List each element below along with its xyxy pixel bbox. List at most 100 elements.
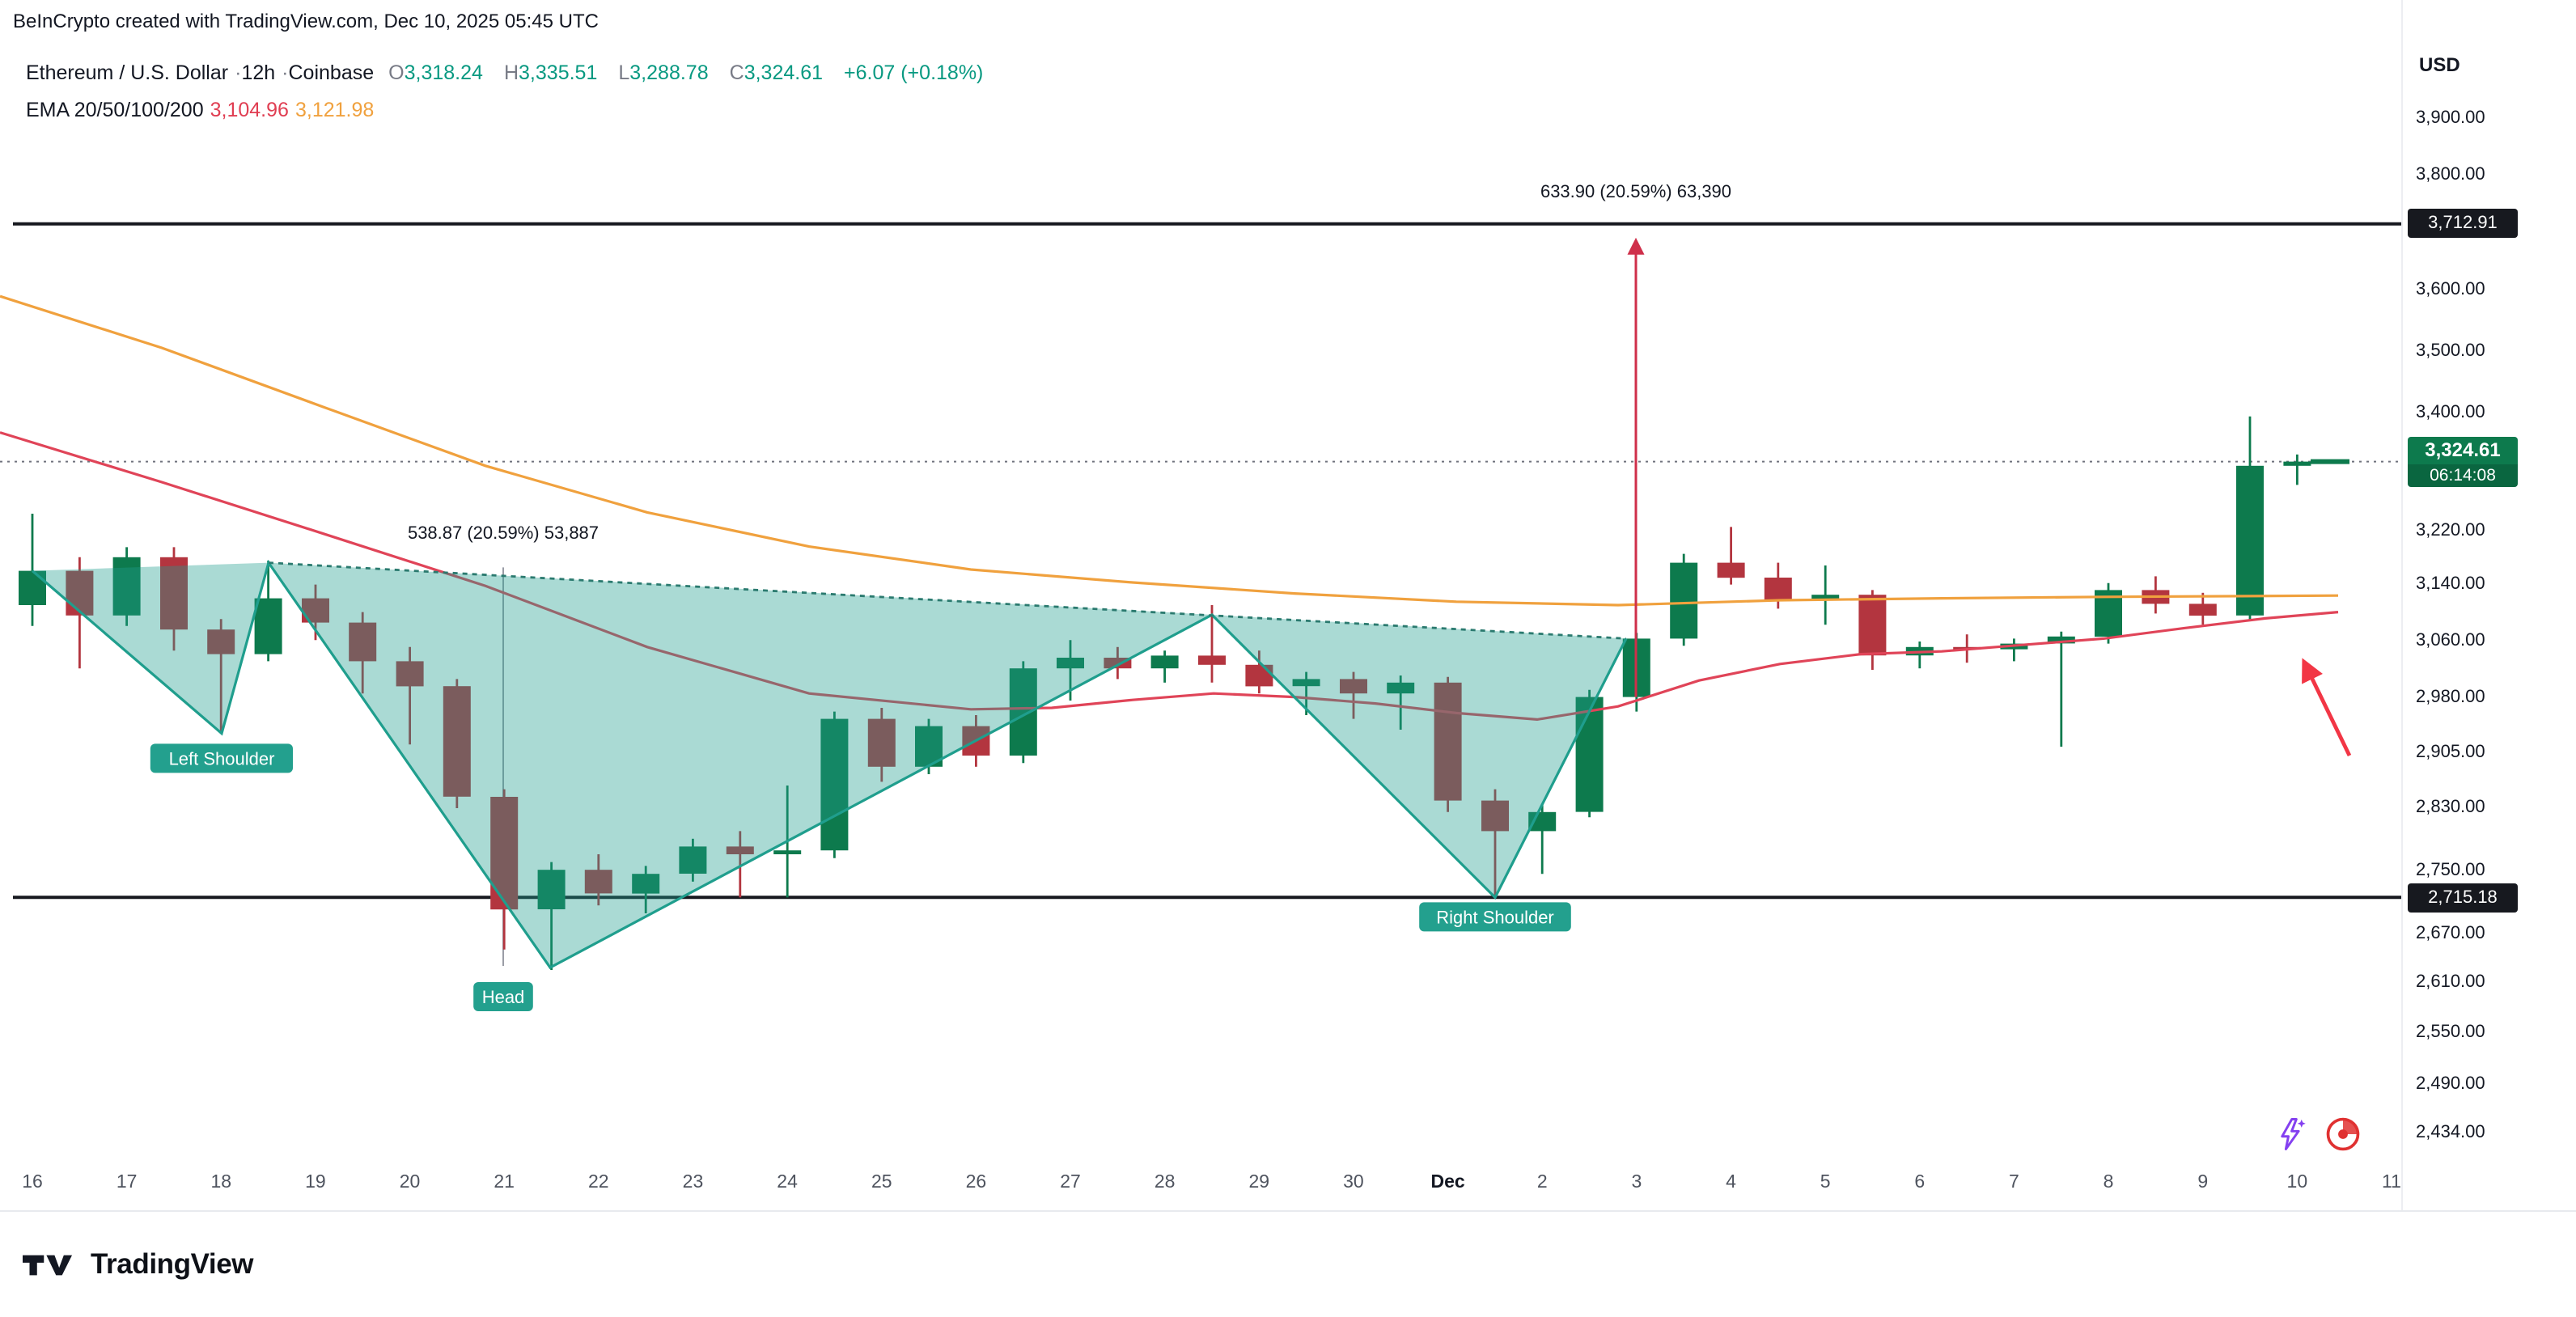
measure-label: 538.87 (20.59%) 53,887 [408, 523, 599, 543]
candle[interactable] [207, 619, 235, 734]
current-price-badge: 3,324.61 06:14:08 [2408, 437, 2518, 488]
time-axis-label: 11 [2382, 1173, 2401, 1192]
candle[interactable] [679, 838, 707, 882]
price-axis-label: 2,980.00 [2416, 687, 2485, 707]
horizontal-level-lines [13, 222, 2401, 900]
candle[interactable] [443, 679, 471, 808]
time-axis-label: 2 [1536, 1173, 1548, 1192]
countdown-timer: 06:14:08 [2408, 464, 2518, 488]
candle[interactable] [1575, 689, 1604, 818]
pattern-badge[interactable]: Left Shoulder [150, 743, 293, 773]
candle[interactable] [19, 514, 46, 626]
time-axis-label: 24 [777, 1173, 798, 1192]
tradingview-logo-mark [23, 1254, 73, 1275]
lightning-event-icon[interactable] [2269, 1113, 2311, 1155]
time-axis-label: 29 [1248, 1173, 1270, 1192]
price-axis-label: 2,830.00 [2416, 798, 2485, 818]
time-axis-label: 8 [2103, 1173, 2114, 1192]
candle[interactable] [1434, 676, 1462, 812]
candle[interactable] [1340, 671, 1367, 719]
brand-name: TradingView [91, 1247, 254, 1280]
price-level-badge: 3,712.91 [2408, 209, 2518, 239]
time-axis-label: 21 [494, 1173, 515, 1192]
candle[interactable] [1811, 565, 1840, 625]
candle[interactable] [2236, 416, 2264, 620]
time-axis-label: 6 [1914, 1173, 1926, 1192]
candle[interactable] [2283, 454, 2311, 485]
candle[interactable] [867, 708, 896, 782]
candle[interactable] [349, 612, 377, 694]
candle[interactable] [1905, 642, 1934, 669]
price-axis[interactable]: USD 3,324.61 06:14:08 3,900.00 3,800.00 3,… [2401, 0, 2576, 1210]
ema-line-red[interactable] [0, 431, 2339, 722]
footer-bar: TradingView [0, 1210, 2576, 1317]
candle[interactable] [396, 646, 424, 745]
candle[interactable] [1717, 527, 1745, 585]
price-axis-label: 2,905.00 [2416, 742, 2485, 762]
chart-event-icons [2269, 1113, 2364, 1155]
candle[interactable] [2142, 576, 2170, 614]
candle[interactable] [2000, 638, 2028, 662]
svg-text:Left Shoulder: Left Shoulder [169, 748, 275, 769]
candle[interactable] [254, 561, 282, 662]
pattern-badge[interactable]: Right Shoulder [1419, 902, 1571, 932]
candle[interactable] [66, 557, 94, 669]
candle[interactable] [1387, 675, 1415, 730]
time-axis-label: 10 [2286, 1173, 2308, 1192]
time-axis-label: 27 [1060, 1173, 1081, 1192]
time-axis-label: 17 [116, 1173, 138, 1192]
svg-text:Head: Head [482, 987, 525, 1007]
candle[interactable] [1150, 650, 1179, 683]
time-axis-label: 9 [2197, 1173, 2209, 1192]
time-axis-label: 26 [965, 1173, 987, 1192]
price-axis-label: 3,800.00 [2416, 164, 2485, 184]
price-axis-label: 3,600.00 [2416, 280, 2485, 300]
time-axis-label: 28 [1154, 1173, 1176, 1192]
price-axis-label: 3,500.00 [2416, 341, 2485, 361]
time-axis-label: 22 [588, 1173, 609, 1192]
candle[interactable] [2095, 582, 2122, 644]
annotation-arrow[interactable] [2302, 658, 2352, 757]
currency-button[interactable]: USD [2419, 53, 2460, 76]
time-axis-label: 25 [871, 1173, 892, 1192]
candle[interactable] [1858, 590, 1887, 670]
candle[interactable] [537, 862, 566, 970]
time-axis-label: 18 [210, 1173, 232, 1192]
candle[interactable] [1670, 553, 1698, 646]
time-axis[interactable]: 16 17 18 19 20 21 22 23 24 25 26 27 28 29 30 Dec 2 3 4 5 6 7 8… [0, 1162, 2401, 1210]
candle[interactable] [112, 547, 141, 626]
candlestick-chart[interactable]: Left Shoulder Head Right Shoulder 633.90 (2… [0, 49, 2401, 1162]
candle[interactable] [160, 547, 188, 651]
candle[interactable] [1481, 789, 1509, 898]
price-axis-label: 2,610.00 [2416, 972, 2485, 993]
neckline[interactable] [268, 561, 1627, 640]
time-axis-label: 30 [1343, 1173, 1364, 1192]
ema-line-orange[interactable] [0, 294, 2339, 607]
time-axis-label: 19 [305, 1173, 326, 1192]
candle[interactable] [584, 854, 612, 906]
current-price-value: 3,324.61 [2425, 438, 2501, 462]
price-axis-label: 3,220.00 [2416, 520, 2485, 540]
price-axis-label: 3,140.00 [2416, 574, 2485, 595]
candle[interactable] [1245, 650, 1273, 694]
candle[interactable] [820, 711, 849, 858]
candle[interactable] [2047, 631, 2075, 747]
candle[interactable] [632, 866, 660, 913]
measure-label: 633.90 (20.59%) 63,390 [1540, 181, 1731, 201]
candle[interactable] [1198, 605, 1226, 683]
svg-text:Right Shoulder: Right Shoulder [1436, 907, 1554, 927]
price-axis-label: 2,550.00 [2416, 1023, 2485, 1043]
candle[interactable] [726, 831, 754, 898]
head-shoulders-pattern[interactable] [31, 559, 1628, 970]
price-axis-label: 3,900.00 [2416, 108, 2485, 128]
time-axis-label: 4 [1726, 1173, 1736, 1192]
candle[interactable] [2188, 592, 2217, 625]
pattern-badge[interactable]: Head [473, 982, 533, 1011]
time-axis-label: 7 [2009, 1173, 2019, 1192]
candle[interactable] [1009, 661, 1037, 764]
pattern-event-icon[interactable] [2322, 1113, 2364, 1155]
tradingview-logo[interactable]: TradingView [23, 1247, 254, 1282]
candle[interactable] [490, 789, 519, 950]
time-axis-label: 5 [1820, 1173, 1831, 1192]
price-axis-label: 2,434.00 [2416, 1122, 2485, 1142]
